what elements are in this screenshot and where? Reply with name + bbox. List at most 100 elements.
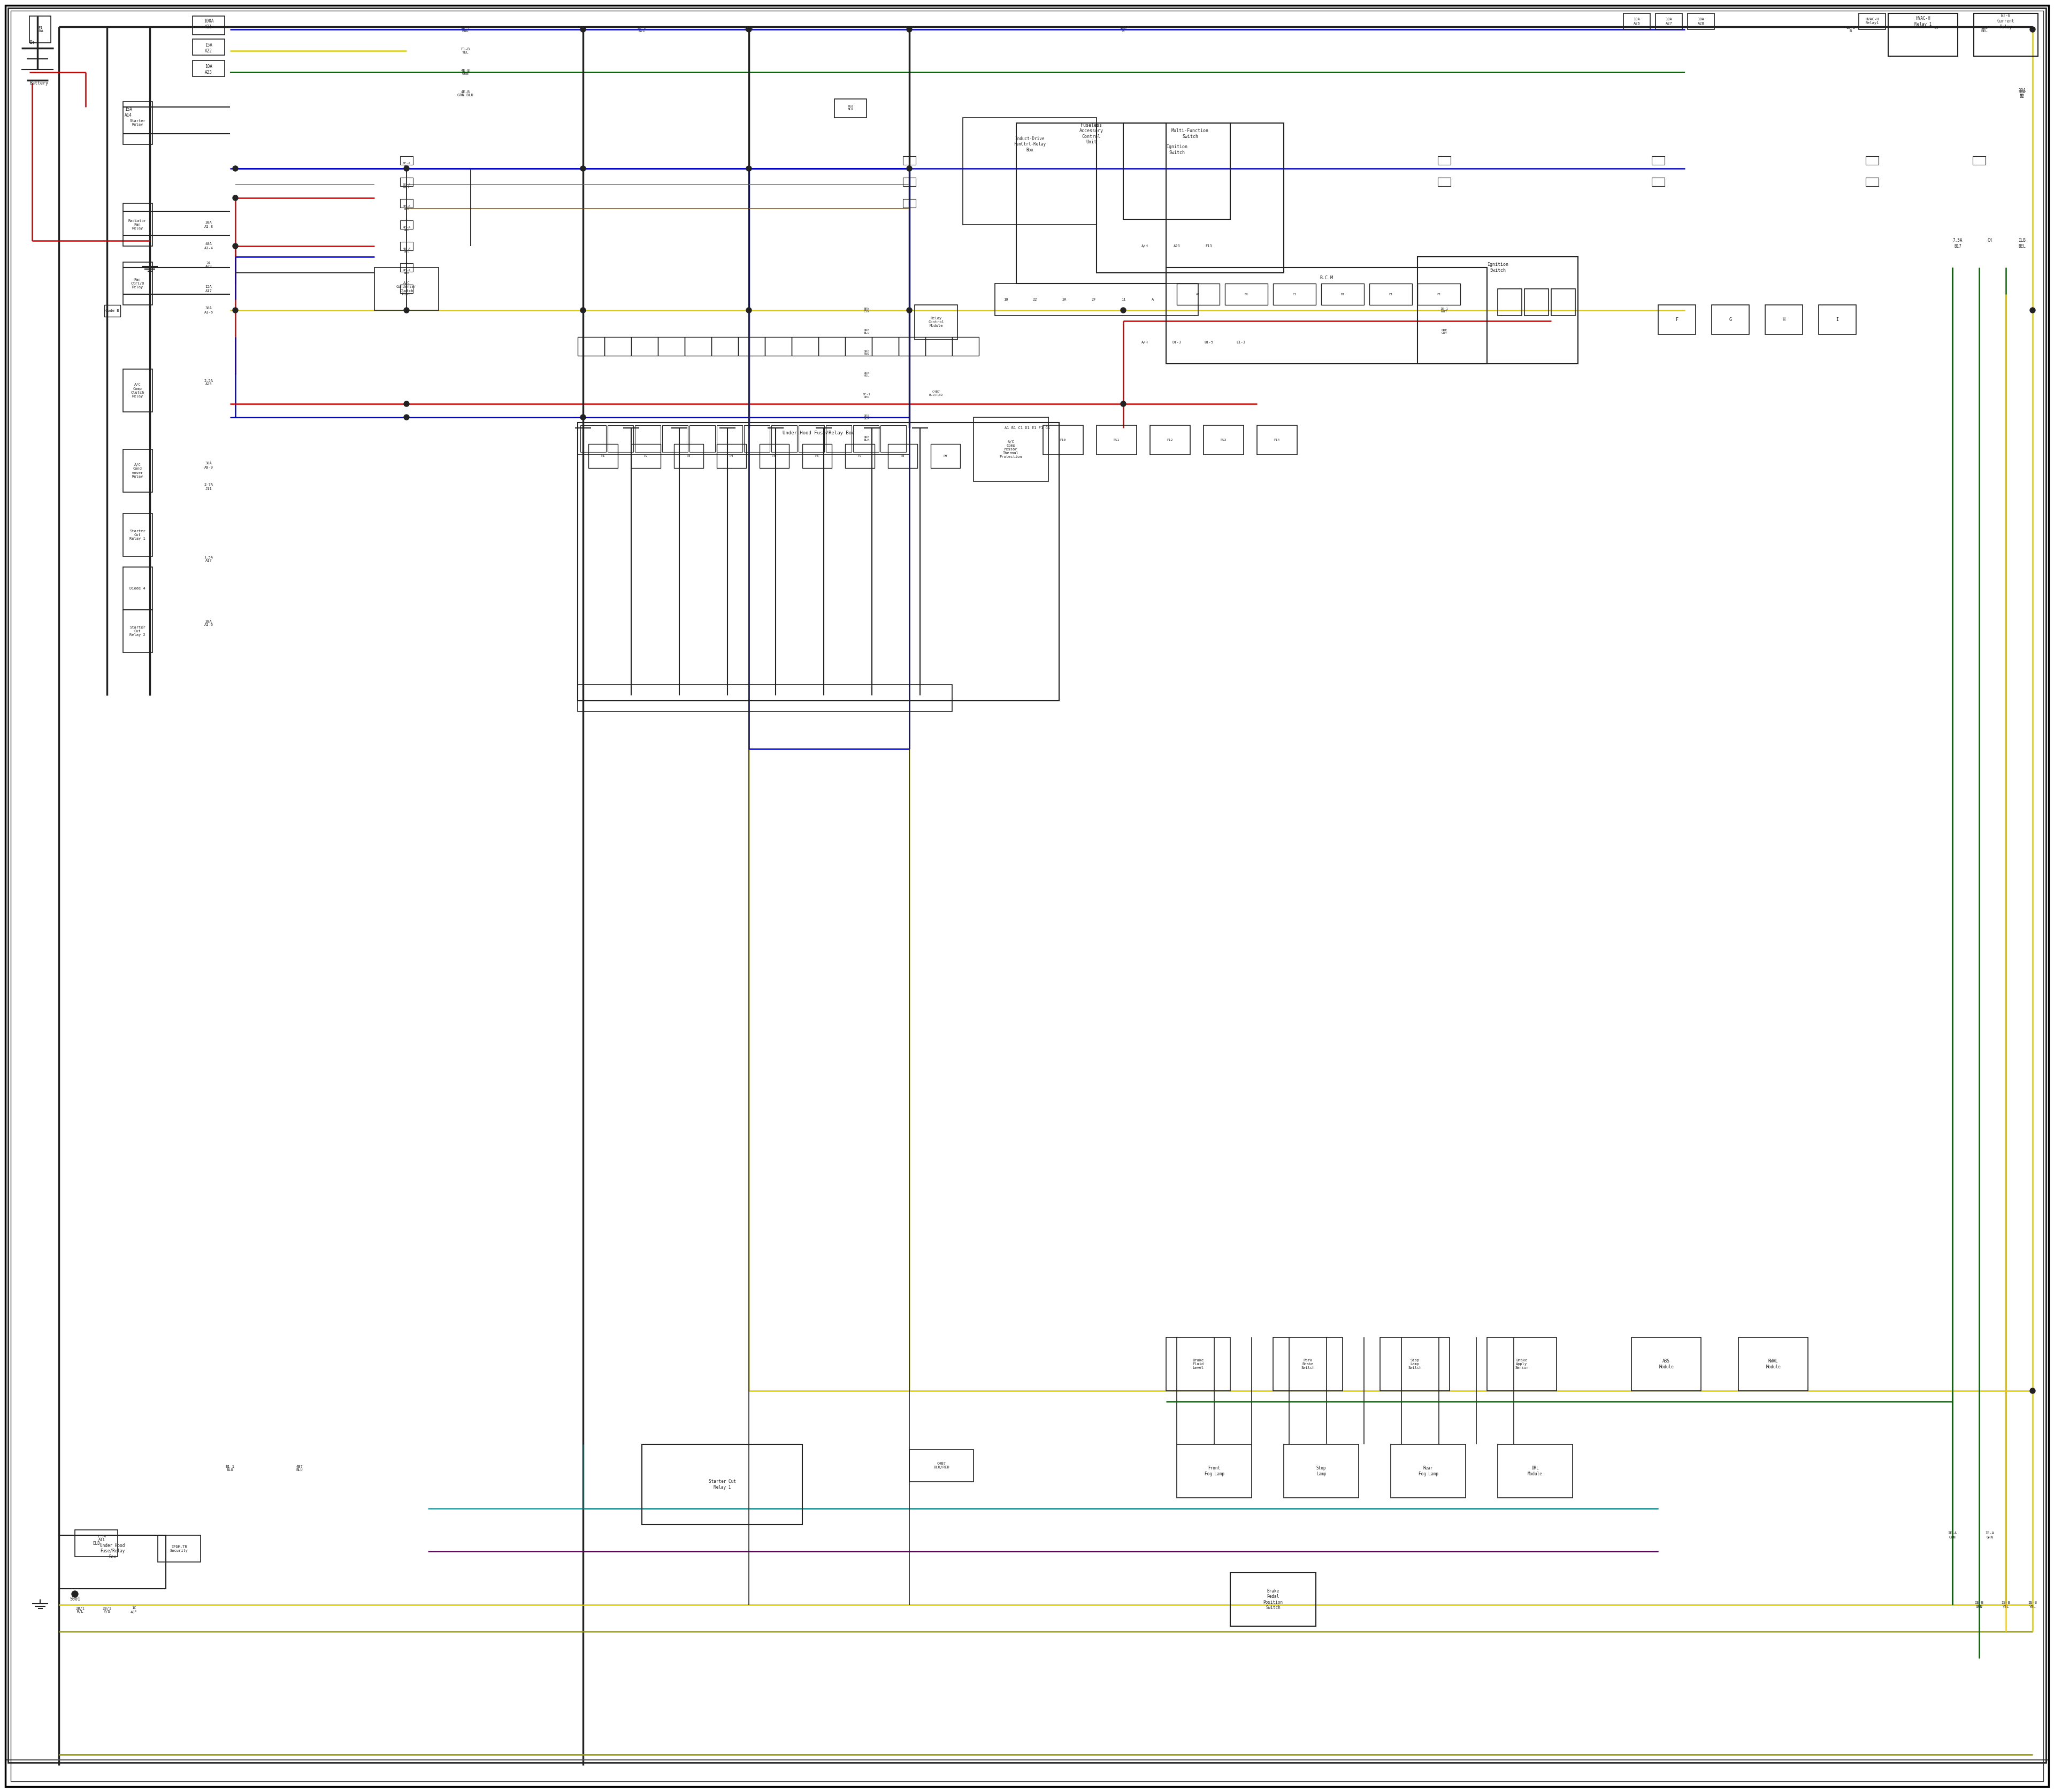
Bar	[711, 337, 737, 357]
Text: I: I	[1836, 317, 1838, 323]
Text: A/C
Condenser
Clutch
Misc: A/C Condenser Clutch Misc	[396, 281, 417, 296]
Text: FU8
BLK: FU8 BLK	[848, 106, 854, 111]
Bar	[772, 425, 797, 452]
Bar	[29, 16, 51, 43]
Bar	[963, 118, 1097, 224]
Bar	[904, 177, 916, 186]
Bar	[1097, 124, 1284, 272]
Bar	[587, 444, 618, 468]
Text: Brake
Fluid
Level: Brake Fluid Level	[1193, 1358, 1204, 1369]
Bar	[1865, 177, 1879, 186]
Text: H: H	[1783, 317, 1785, 323]
Text: A/C
Comp
Clutch
Relay: A/C Comp Clutch Relay	[131, 383, 144, 398]
Bar	[690, 425, 715, 452]
Bar	[744, 425, 770, 452]
Bar	[900, 337, 926, 357]
Text: BRN
CYN: BRN CYN	[863, 308, 869, 314]
Text: P4: P4	[729, 455, 733, 457]
Bar	[1204, 425, 1243, 455]
Bar	[1658, 305, 1697, 335]
Bar	[401, 199, 413, 208]
Text: 22: 22	[1033, 297, 1037, 301]
Bar	[74, 1530, 117, 1557]
Text: B1: B1	[1245, 292, 1249, 296]
Text: B6-A: B6-A	[744, 29, 754, 30]
Text: B1-5: B1-5	[1204, 340, 1214, 344]
Text: 2F: 2F	[1091, 297, 1097, 301]
Text: B6-A
A21: B6-A A21	[637, 25, 647, 32]
Text: 1E-1
RED: 1E-1 RED	[863, 392, 871, 400]
Text: B.C.M: B.C.M	[1321, 276, 1333, 281]
Text: ORE
BLK: ORE BLK	[863, 435, 869, 441]
Bar	[1124, 124, 1230, 219]
Text: Brake
Apply
Sensor: Brake Apply Sensor	[1516, 1358, 1528, 1369]
Text: 4E-A
RED: 4E-A RED	[403, 226, 411, 231]
Bar	[1623, 13, 1649, 29]
Text: ABS
Module: ABS Module	[1660, 1358, 1674, 1369]
Circle shape	[1121, 308, 1126, 314]
Bar	[834, 99, 867, 118]
Text: Starter
Cut
Relay 1: Starter Cut Relay 1	[129, 530, 146, 539]
Bar	[1859, 13, 1886, 29]
Bar	[852, 425, 879, 452]
Bar	[910, 1450, 974, 1482]
Bar	[635, 425, 661, 452]
Text: C4B7
BLU/RED: C4B7 BLU/RED	[928, 391, 943, 396]
Text: F13: F13	[1206, 244, 1212, 247]
Text: 100A
A21: 100A A21	[203, 20, 214, 29]
Text: C4: C4	[1988, 238, 1992, 249]
Bar	[1177, 283, 1220, 305]
Text: A/H: A/H	[1142, 340, 1148, 344]
Text: ORE
GRY: ORE GRY	[1442, 328, 1448, 335]
Circle shape	[2029, 308, 2036, 314]
Text: IE-B
YEL: IE-B YEL	[2027, 1602, 2038, 1607]
Text: B+: B+	[29, 41, 35, 45]
Bar	[1167, 1337, 1230, 1391]
Text: S001: S001	[70, 1597, 80, 1602]
Bar	[844, 337, 871, 357]
Bar	[1738, 1337, 1808, 1391]
Text: HVAC-H
Relay1: HVAC-H Relay1	[1865, 18, 1879, 25]
Bar	[1417, 283, 1460, 305]
Bar	[1370, 283, 1413, 305]
Bar	[1097, 425, 1136, 455]
Text: 30A
A1-6: 30A A1-6	[203, 306, 214, 314]
Text: Under Hood
Fuse/Relay
Box: Under Hood Fuse/Relay Box	[101, 1543, 125, 1559]
Bar	[1711, 305, 1750, 335]
Text: 11: 11	[1121, 297, 1126, 301]
Bar	[1150, 425, 1189, 455]
Text: 10A
A28: 10A A28	[1697, 18, 1705, 25]
Bar	[817, 337, 844, 357]
Bar	[1321, 283, 1364, 305]
Circle shape	[581, 27, 585, 32]
Bar	[641, 1444, 803, 1525]
Text: 30A
A1-8: 30A A1-8	[203, 220, 214, 228]
Circle shape	[581, 167, 585, 172]
Text: P1: P1	[602, 455, 604, 457]
Bar	[631, 444, 661, 468]
Text: P8: P8	[900, 455, 904, 457]
Text: Starter
Relay: Starter Relay	[129, 120, 146, 127]
Text: P14: P14	[1273, 439, 1280, 441]
Text: Under-Hood Fuse/Relay Box: Under-Hood Fuse/Relay Box	[783, 430, 854, 435]
Circle shape	[405, 308, 409, 314]
Bar	[1656, 13, 1682, 29]
Text: 1.5A
A11: 1.5A A11	[97, 1534, 107, 1541]
Text: 10A
A26: 10A A26	[1633, 18, 1641, 25]
Bar	[193, 16, 224, 34]
Text: ORE
BLK: ORE BLK	[863, 414, 869, 419]
Text: P5: P5	[772, 455, 776, 457]
Bar	[401, 177, 413, 186]
Text: P6: P6	[815, 455, 820, 457]
Text: P2: P2	[643, 455, 647, 457]
Text: G: G	[1729, 317, 1732, 323]
Text: Radiator
Fan
Relay: Radiator Fan Relay	[127, 219, 146, 229]
Bar	[760, 444, 789, 468]
Text: 15A
A14: 15A A14	[125, 108, 131, 118]
Circle shape	[1121, 401, 1126, 407]
Bar	[953, 337, 980, 357]
Bar	[1497, 289, 1522, 315]
Bar	[871, 337, 900, 357]
Bar	[1177, 1444, 1251, 1498]
Bar	[401, 220, 413, 229]
